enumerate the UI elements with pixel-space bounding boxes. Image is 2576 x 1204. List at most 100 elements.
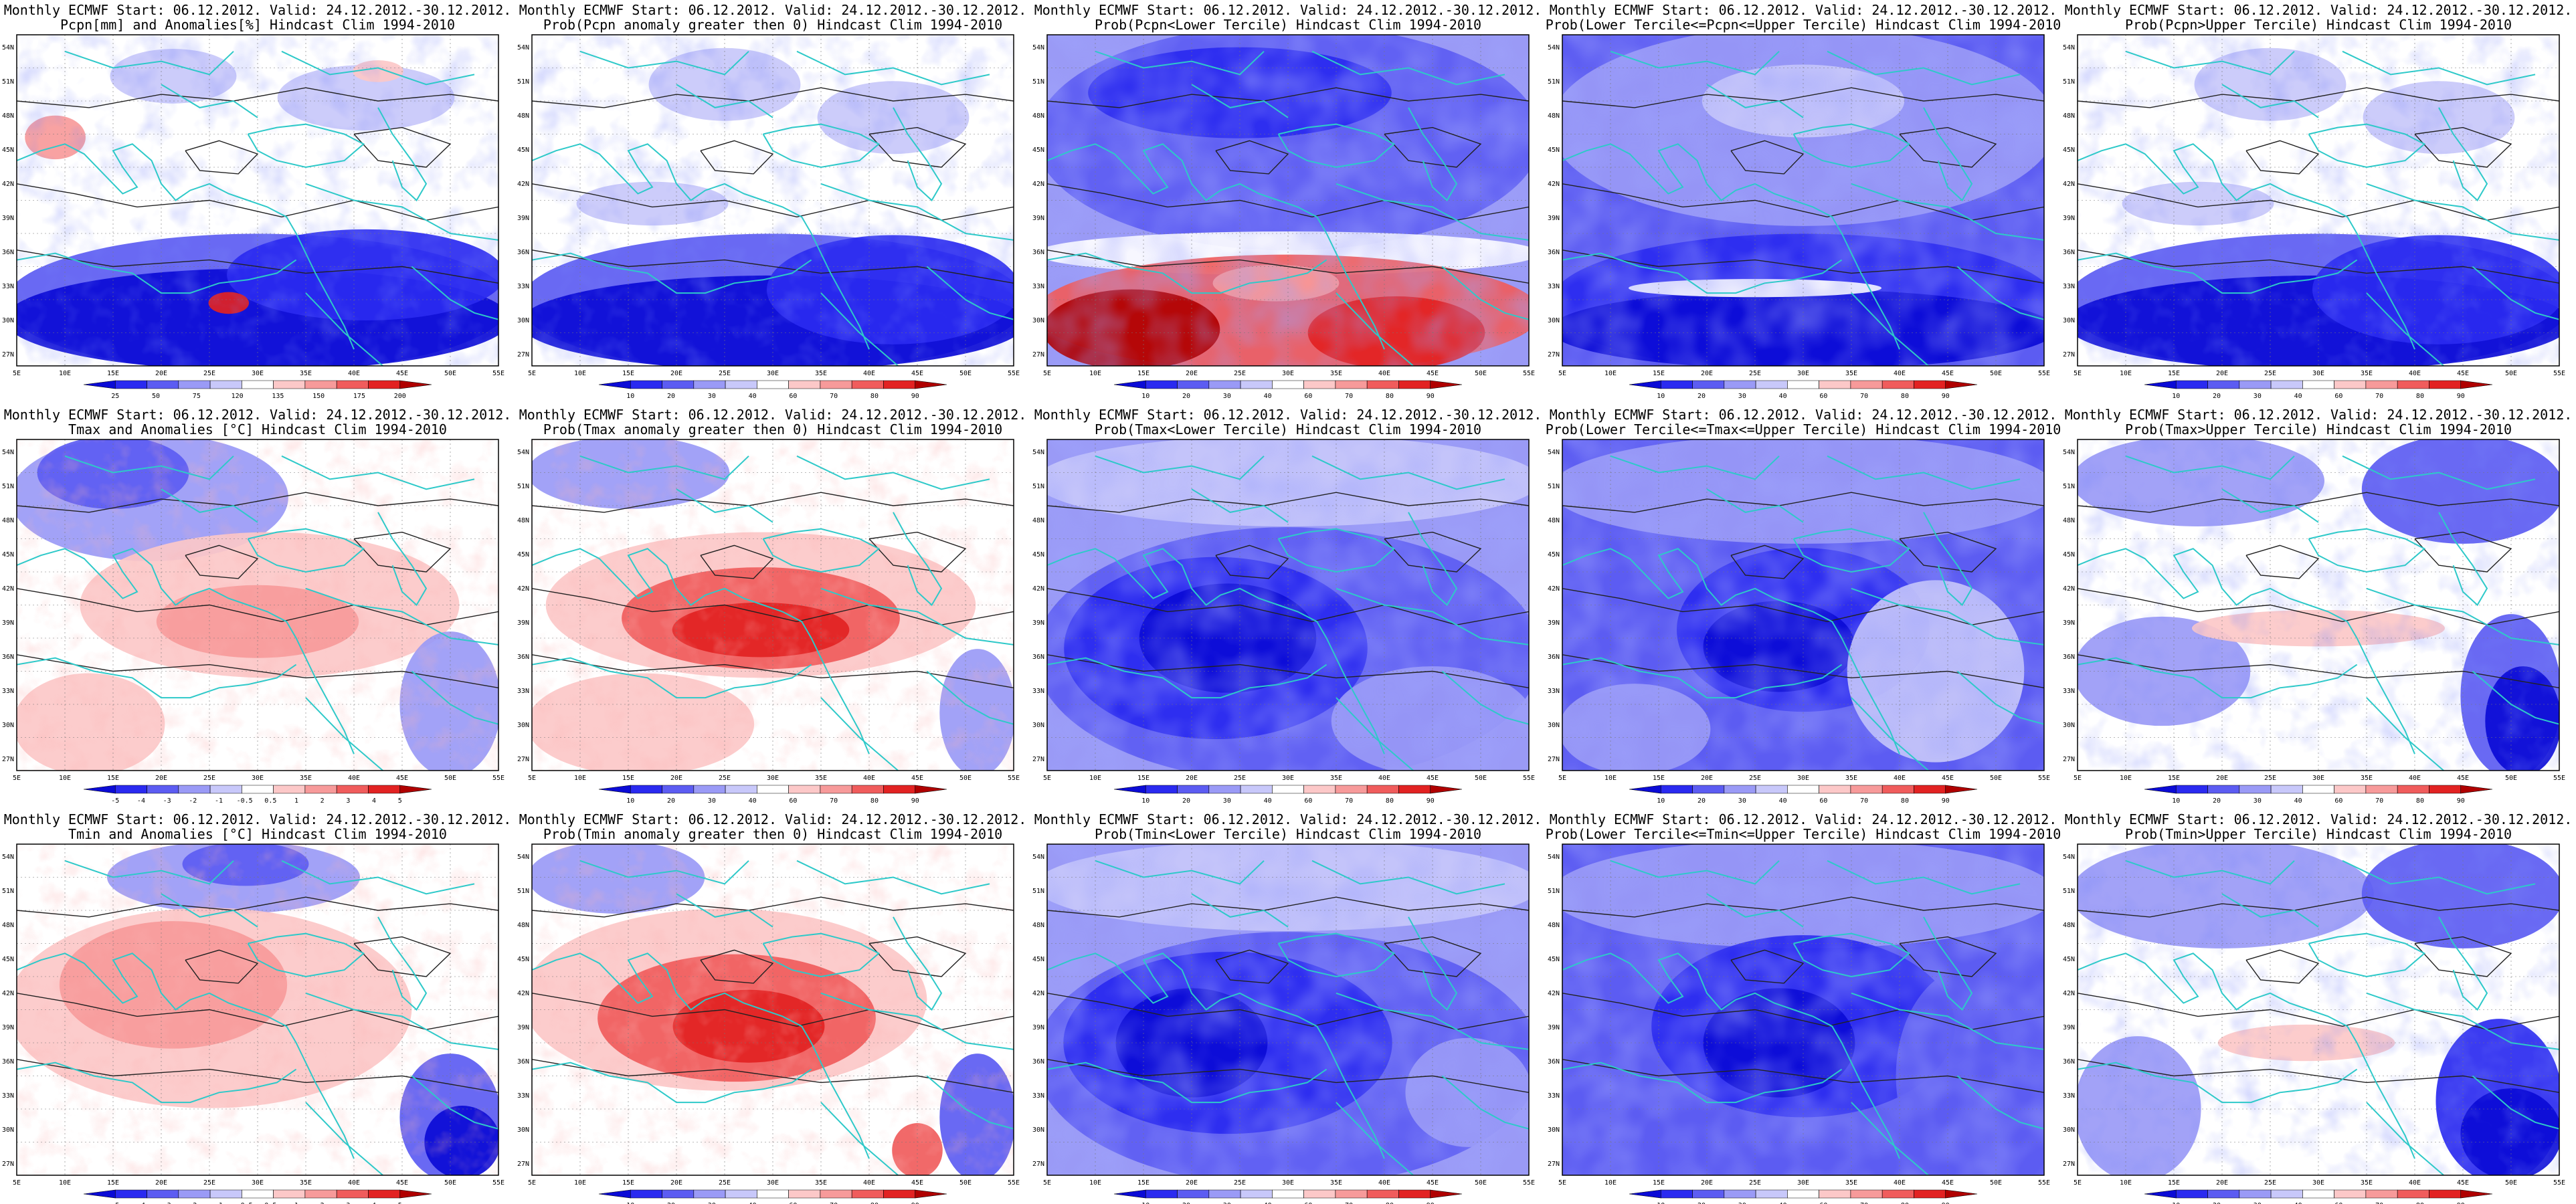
colorbar-tick-label: 90: [1427, 393, 1435, 400]
coastline: [1851, 992, 2044, 1050]
colorbar-tick-label: 200: [394, 393, 406, 400]
lon-tick-label: 20E: [670, 370, 682, 377]
colorbar-tick-label: 30: [1738, 797, 1746, 805]
forecast-panel: Monthly ECMWF Start: 06.12.2012. Valid: …: [1546, 2, 2061, 400]
lat-tick-label: 45N: [517, 146, 529, 154]
lat-tick-label: 33N: [1032, 283, 1044, 290]
coastline: [2366, 1102, 2444, 1175]
colorbar-swatch: [1177, 1189, 1210, 1199]
colorbar-swatch: [788, 380, 821, 389]
coastline: [2438, 512, 2488, 607]
colorbar-swatch: [2270, 1189, 2303, 1199]
lon-tick-label: 5E: [1558, 370, 1566, 377]
lon-tick-label: 30E: [2312, 370, 2324, 377]
colorbar-swatch: [1945, 380, 1978, 389]
lat-tick-label: 30N: [517, 722, 529, 729]
map-frame: [531, 34, 1014, 367]
colorbar-swatch: [1177, 785, 1210, 794]
colorbar-swatch: [2334, 1189, 2367, 1199]
contour-line: [1047, 896, 1529, 918]
coastline: [1827, 860, 2021, 895]
colorbar-tick-label: -0.5: [237, 797, 253, 805]
lat-tick-label: 39N: [2063, 215, 2075, 222]
lon-tick-label: 5E: [1558, 1179, 1566, 1187]
lon-tick-label: 55E: [2553, 370, 2565, 377]
map-field: [2078, 35, 2559, 366]
lat-tick-label: 48N: [1032, 517, 1044, 524]
colorbar-tick-label: 30: [2253, 1202, 2262, 1204]
forecast-panel: Monthly ECMWF Start: 06.12.2012. Valid: …: [1546, 407, 2061, 805]
lon-tick-label: 5E: [2074, 370, 2082, 377]
colorbar: 10 20 30 40 60 70 80 90: [2144, 785, 2493, 805]
colorbar-swatch: [2144, 1189, 2177, 1199]
contour-line: [1047, 654, 1529, 688]
coastline: [1336, 183, 1529, 241]
coastline: [17, 252, 297, 294]
coastline: [1047, 252, 1327, 294]
contour-line: [353, 531, 452, 573]
lat-tick-label: 27N: [2, 351, 14, 359]
colorbar-swatch: [2175, 380, 2208, 389]
colorbar-tick-label: -3: [163, 1202, 171, 1204]
panel-title-line2: Prob(Tmax>Upper Tercile) Hindcast Clim 1…: [2125, 421, 2512, 437]
colorbar-tick-label: 10: [1141, 1202, 1149, 1204]
colorbar-tick-label: -3: [163, 797, 171, 805]
colorbar-tick-label: 175: [353, 393, 365, 400]
colorbar-tick-label: -0.5: [237, 1202, 253, 1204]
colorbar-swatch: [1724, 380, 1756, 389]
lon-tick-label: 40E: [863, 775, 875, 782]
colorbar-swatch: [598, 1189, 631, 1199]
coastline: [1408, 107, 1458, 202]
colorbar-swatch: [178, 380, 211, 389]
contour-line: [1047, 588, 1529, 625]
coastline: [532, 1062, 812, 1104]
lon-tick-label: 5E: [528, 1179, 536, 1187]
coastline: [1336, 992, 1529, 1050]
coastline: [820, 587, 1014, 645]
coastline: [1827, 50, 2021, 86]
lon-tick-label: 20E: [2216, 1179, 2228, 1187]
colorbar: 10 20 30 40 60 70 80 90: [2144, 1189, 2493, 1204]
coastline: [305, 697, 383, 771]
colorbar-tick-label: 30: [708, 797, 716, 805]
lon-tick-label: 50E: [2505, 775, 2517, 782]
coastline: [2472, 670, 2559, 725]
colorbar-swatch: [2270, 380, 2303, 389]
lat-tick-label: 51N: [2, 888, 14, 895]
colorbar-swatch: [757, 785, 789, 794]
coastline: [161, 488, 258, 523]
colorbar-tick-label: -4: [137, 797, 145, 805]
lat-tick-label: 48N: [517, 112, 529, 120]
coastline: [17, 657, 297, 699]
lat-tick-label: 33N: [2, 1092, 14, 1100]
lon-tick-label: 50E: [1475, 775, 1487, 782]
colorbar-tick-label: 30: [1223, 797, 1231, 805]
colorbar: 10 20 30 40 60 70 80 90: [1629, 1189, 1978, 1204]
colorbar-swatch: [1398, 380, 1431, 389]
contour-line: [1047, 249, 1529, 284]
lon-tick-label: 15E: [1137, 370, 1149, 377]
coastline: [247, 123, 365, 169]
colorbar: 10 20 30 40 60 70 80 90: [1113, 785, 1463, 805]
lat-tick-label: 45N: [2, 146, 14, 154]
coastline: [532, 548, 870, 755]
colorbar-swatch: [2144, 380, 2177, 389]
colorbar-swatch: [662, 785, 695, 794]
colorbar-tick-label: 40: [1264, 797, 1272, 805]
colorbar-swatch: [1398, 785, 1431, 794]
lon-tick-label: 55E: [2038, 1179, 2050, 1187]
coastline: [579, 455, 749, 480]
lat-tick-label: 39N: [1032, 215, 1044, 222]
colorbar-tick-label: 10: [1141, 797, 1149, 805]
colorbar-swatch: [2397, 785, 2429, 794]
colorbar-swatch: [2460, 1189, 2493, 1199]
lon-tick-label: 20E: [1701, 775, 1713, 782]
lon-tick-label: 55E: [1008, 370, 1020, 377]
colorbar-swatch: [2334, 380, 2367, 389]
coastline: [532, 657, 812, 699]
coastline: [2125, 860, 2295, 885]
colorbar-tick-label: 60: [789, 797, 797, 805]
lon-tick-label: 45E: [396, 1179, 408, 1187]
coastline: [1792, 528, 1911, 573]
lon-tick-label: 5E: [528, 775, 536, 782]
